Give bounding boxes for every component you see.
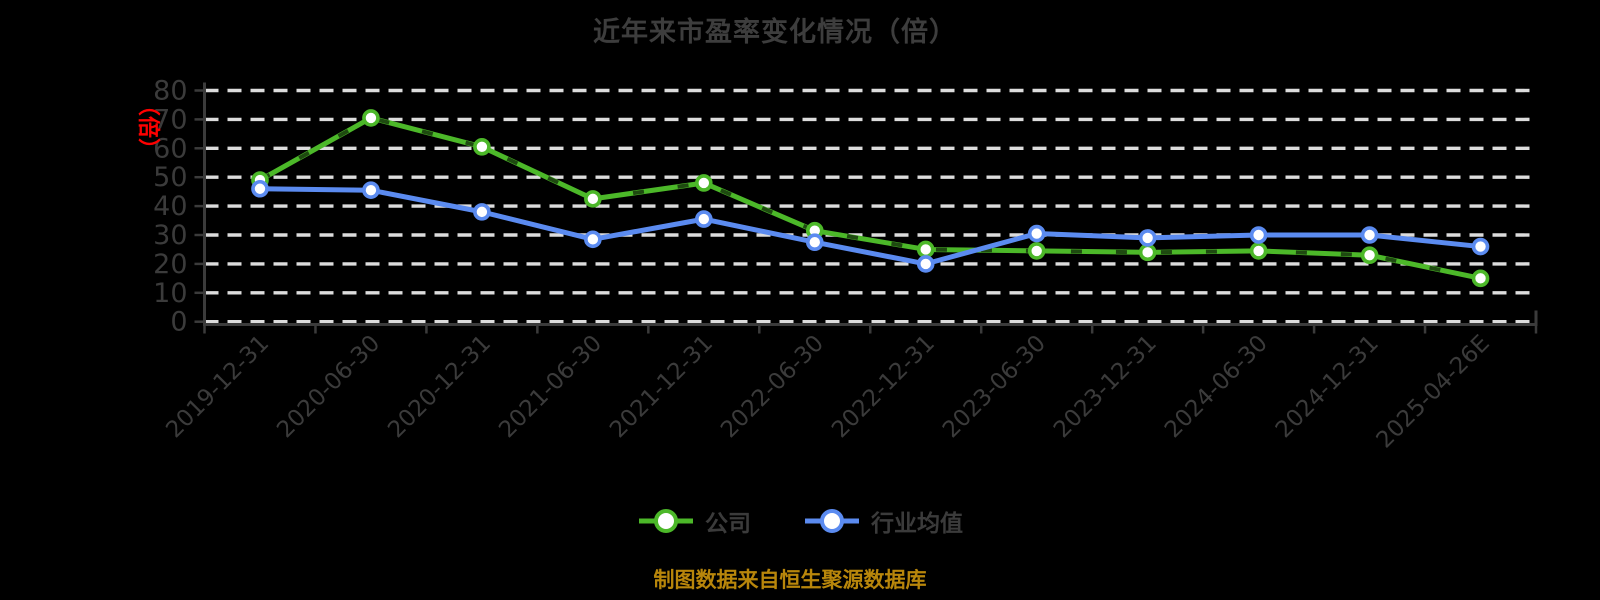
data-point-marker xyxy=(473,138,491,156)
y-axis-label: 60 xyxy=(153,133,187,164)
data-point-marker xyxy=(584,190,602,208)
data-point-marker xyxy=(916,255,935,273)
x-axis-label: 2022-06-30 xyxy=(716,330,829,443)
data-point-marker xyxy=(362,181,380,200)
y-axis-label: 50 xyxy=(153,162,187,193)
data-point-marker xyxy=(695,174,713,192)
x-axis-label: 2021-06-30 xyxy=(494,330,607,443)
x-axis-label: 2025-04-26E xyxy=(1372,330,1495,453)
y-axis-label: 20 xyxy=(153,249,187,280)
x-axis-label: 2020-06-30 xyxy=(272,330,385,443)
company-series-marker-icon xyxy=(639,509,693,533)
x-axis-label: 2024-12-31 xyxy=(1271,330,1384,443)
data-point-marker xyxy=(1360,226,1379,244)
legend-item-industry-average[interactable]: 行业均值 xyxy=(803,504,963,538)
data-point-marker xyxy=(584,230,602,249)
x-axis-label: 2022-12-31 xyxy=(827,330,940,443)
company-line xyxy=(257,115,1484,281)
source-note: 制图数据来自恒生聚源数据库 xyxy=(653,568,927,592)
y-axis-label: 10 xyxy=(153,278,187,309)
data-point-marker xyxy=(1138,229,1157,247)
data-point-marker xyxy=(1138,243,1157,262)
data-point-marker xyxy=(1249,242,1268,260)
data-point-marker xyxy=(1471,269,1490,288)
chart-title: 近年来市盈率变化情况（倍） xyxy=(593,17,957,48)
data-point-marker xyxy=(251,179,269,198)
x-axis-label: 2021-12-31 xyxy=(605,330,718,443)
legend-item-company[interactable]: 公司 xyxy=(637,504,751,538)
y-axis-unit-label: （倍） xyxy=(135,94,161,160)
data-point-marker xyxy=(1249,226,1268,244)
y-axis-label: 70 xyxy=(153,104,187,135)
data-point-marker xyxy=(1360,246,1379,265)
data-point-marker xyxy=(362,109,380,127)
x-axis-label: 2019-12-31 xyxy=(161,330,274,443)
data-point-marker xyxy=(695,210,713,228)
y-axis-label: 30 xyxy=(153,220,187,251)
data-point-marker xyxy=(1471,237,1490,256)
x-axis-label: 2023-12-31 xyxy=(1049,330,1162,443)
data-point-marker xyxy=(805,233,824,252)
x-axis-label: 2023-06-30 xyxy=(938,330,1051,443)
x-axis-label: 2024-06-30 xyxy=(1160,330,1273,443)
y-axis-label: 80 xyxy=(153,76,187,107)
x-axis-label: 2020-12-31 xyxy=(383,330,496,443)
industry-average-line xyxy=(257,186,1484,267)
data-point-marker xyxy=(1027,224,1046,243)
data-point-marker xyxy=(1027,242,1046,260)
y-axis-label: 0 xyxy=(170,307,187,338)
legend-label-industry-average: 行业均值 xyxy=(871,511,963,537)
industry-series-marker-icon xyxy=(805,509,859,533)
legend: 公司 行业均值 xyxy=(0,504,1600,538)
legend-label-company: 公司 xyxy=(705,511,751,537)
y-axis-label: 40 xyxy=(153,191,187,222)
data-point-marker xyxy=(916,240,935,259)
data-point-marker xyxy=(473,203,491,221)
